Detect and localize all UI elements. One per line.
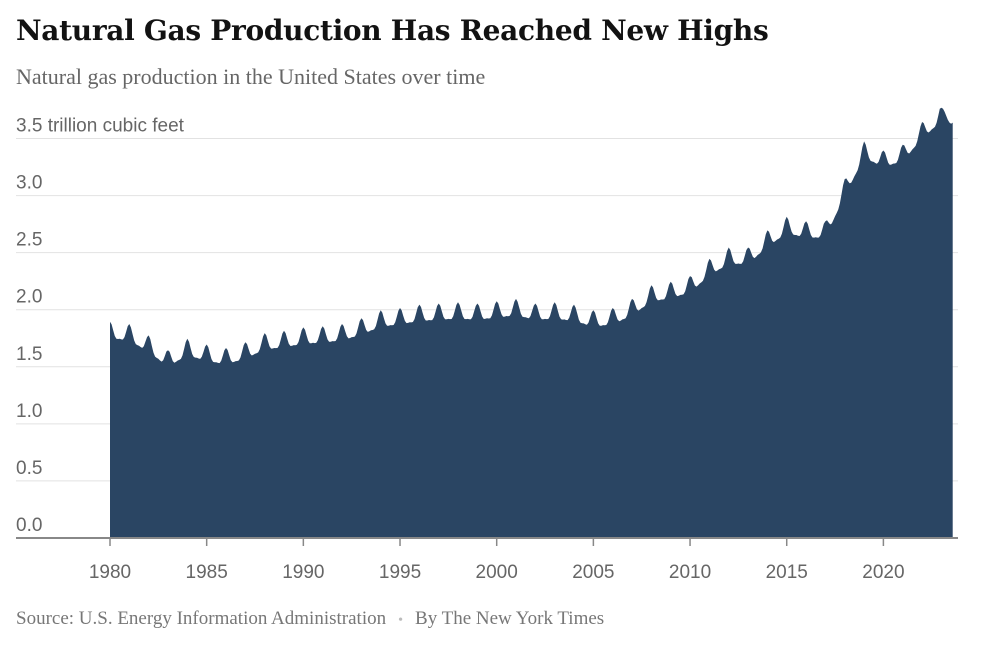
y-tick-label: 2.0 [16,287,42,308]
chart-subtitle: Natural gas production in the United Sta… [16,64,486,89]
x-tick-label: 2005 [572,562,614,583]
y-tick-label: 0.0 [16,515,42,536]
y-axis-ticks: 0.0 0.5 1.0 1.5 2.0 2.5 3.0 3.5 trillion cubic … [16,116,185,536]
y-tick-label: 3.0 [16,173,42,194]
y-tick-label: 1.0 [16,401,42,422]
separator-dot: • [398,613,404,628]
x-tick-label: 1980 [89,562,131,583]
x-tick-label: 2015 [766,562,808,583]
source-note: Source: U.S. Energy Information Administ… [16,608,387,629]
y-tick-label: 2.5 [16,230,42,251]
x-axis-ticks: 1980 1985 1990 1995 2000 2005 2010 2015 2020 [89,538,905,583]
x-tick-label: 2010 [669,562,711,583]
byline: By The New York Times [415,608,605,629]
x-tick-label: 1985 [186,562,228,583]
x-tick-label: 2000 [476,562,518,583]
chart-canvas: 0.0 0.5 1.0 1.5 2.0 2.5 3.0 3.5 trillion cubic … [16,107,958,583]
y-tick-label: 1.5 [16,344,42,365]
x-tick-label: 1995 [379,562,421,583]
x-tick-label: 1990 [282,562,324,583]
y-tick-label: 0.5 [16,458,42,479]
area-series [110,107,953,538]
x-tick-label: 2020 [862,562,904,583]
chart-title: Natural Gas Production Has Reached New H… [16,14,769,47]
y-tick-label: 3.5 trillion cubic feet [16,116,185,137]
chart-footer: Source: U.S. Energy Information Administ… [16,608,604,630]
production-area [110,107,953,538]
